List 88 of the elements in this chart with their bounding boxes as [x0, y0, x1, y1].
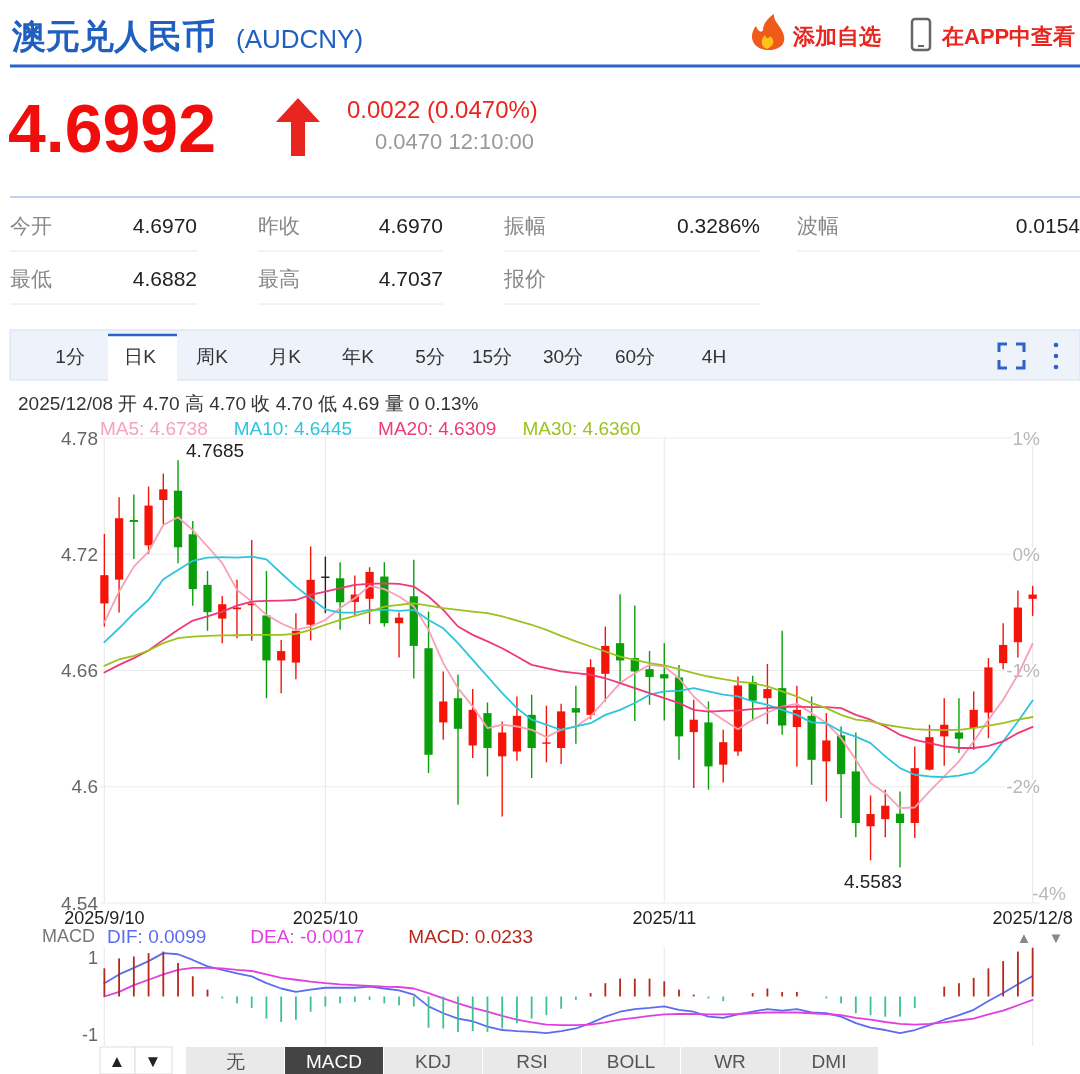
text: 添加自选 [792, 23, 881, 49]
candlestick [660, 642, 669, 722]
candlestick [719, 729, 728, 784]
text: 4.6882 [132, 266, 197, 290]
text: 昨收 [258, 213, 300, 237]
text: 周K [196, 345, 229, 367]
candlestick [542, 705, 551, 764]
text: 报价 [503, 266, 546, 290]
x-tick-label: 2025/11 [632, 908, 697, 928]
line-series [103, 967, 1034, 1026]
text: 30分 [542, 345, 584, 367]
text: 日K [124, 345, 157, 367]
candlestick [822, 712, 831, 803]
candlestick [498, 720, 507, 818]
annotation: 4.5583 [843, 871, 903, 893]
text: WR [714, 1050, 746, 1072]
y-tick-label: 1 [87, 948, 98, 969]
text: MA5: 4.6738 [100, 417, 208, 439]
text: 澳元兑人民币 [11, 17, 216, 55]
candlestick [999, 622, 1008, 670]
text: 4H [701, 345, 727, 367]
text: RSI [516, 1050, 548, 1072]
text: 5分 [415, 345, 445, 367]
y-tick-label: 4.72 [61, 543, 98, 565]
text: MA10: 4.6445 [233, 417, 353, 439]
text: 年K [342, 345, 375, 367]
text: BOLL [606, 1050, 656, 1072]
candlestick [881, 788, 890, 838]
text: 无 [225, 1050, 245, 1072]
text: 15分 [471, 345, 513, 367]
candlestick [895, 790, 905, 869]
text: ▼ [144, 1051, 162, 1071]
text: 0.0470 12:10:00 [375, 128, 535, 154]
candlestick [129, 493, 138, 560]
candlestick [969, 690, 978, 751]
y2-tick-label: 0% [1012, 543, 1041, 565]
candlestick [1028, 585, 1037, 617]
text: ▲ [1016, 928, 1032, 946]
y-tick-label: 4.6 [71, 776, 98, 798]
x-tick-label: 2025/12/8 [992, 908, 1073, 928]
text: DMI [811, 1050, 847, 1072]
series-label: DEA: -0.0017 [250, 925, 365, 947]
candlestick [866, 794, 875, 862]
candlestick [763, 663, 772, 725]
candlestick [218, 595, 227, 644]
text: 1分 [55, 345, 85, 367]
text: 4.7037 [378, 266, 443, 290]
chart-title: MACD [42, 926, 95, 946]
text: 在APP中查看 [941, 23, 1076, 49]
annotation: 4.7685 [186, 439, 245, 461]
y-tick-label: 4.78 [61, 427, 98, 449]
text: MACD: 0.0233 [408, 925, 533, 947]
text: 波幅 [797, 213, 839, 237]
text: ▼ [1048, 928, 1064, 946]
text: 振幅 [504, 213, 546, 237]
text: 60分 [614, 345, 656, 367]
series-label: DIF: 0.0099 [107, 925, 207, 947]
text: 最低 [10, 266, 52, 290]
chart-subtitle: 2025/12/08 开 4.70 高 4.70 收 4.70 低 4.69 量 0 0.13% [18, 392, 479, 414]
text: 最高 [258, 266, 300, 290]
candlestick [571, 685, 580, 745]
candlestick [159, 472, 168, 525]
text: 4.6970 [132, 213, 197, 237]
text: MACD [306, 1050, 362, 1072]
text: 0.3286% [677, 213, 760, 237]
text: 月K [269, 345, 302, 367]
text: ▲ [108, 1051, 126, 1071]
y-tick-label: 4.66 [61, 660, 98, 681]
text: 0.0154 [1015, 213, 1080, 237]
text: MA30: 4.6360 [522, 417, 641, 439]
text: MA20: 4.6309 [378, 417, 497, 439]
candlestick [689, 699, 698, 789]
text: 今开 [10, 213, 52, 237]
candlestick [645, 650, 654, 706]
text: (AUDCNY) [236, 24, 364, 54]
annotation: -4% [1032, 882, 1067, 904]
y-tick-label: -1 [81, 1024, 98, 1045]
candlestick [277, 639, 286, 694]
text: 4.6992 [8, 90, 216, 166]
text: 0.0022 (0.0470%) [347, 95, 538, 123]
candlestick [954, 697, 964, 754]
x-tick-label: 2025/10 [292, 908, 358, 928]
line-series [103, 952, 1034, 1034]
text: 4.6970 [378, 213, 443, 237]
y2-tick-label: -2% [1006, 776, 1041, 798]
y2-tick-label: 1% [1012, 427, 1041, 449]
text: KDJ [415, 1050, 451, 1072]
candlestick [439, 670, 448, 741]
